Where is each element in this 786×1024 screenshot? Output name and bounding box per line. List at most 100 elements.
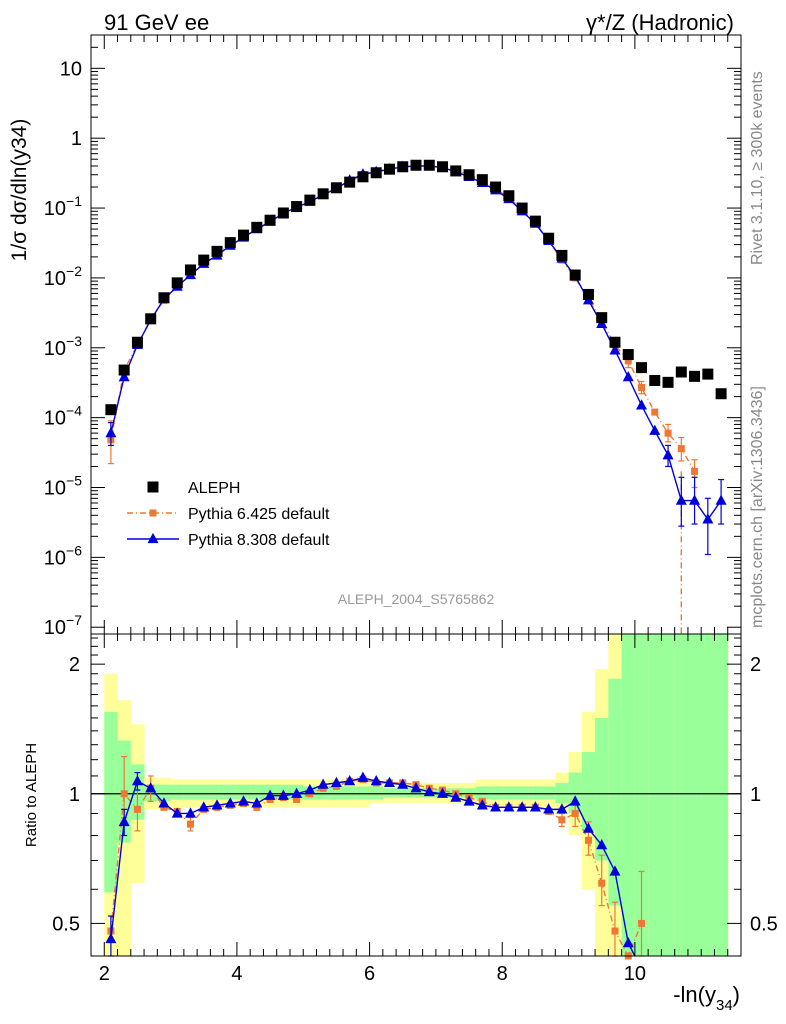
- main-y-tick-label: 10−7: [44, 612, 82, 639]
- ratio-pythia8-marker: [238, 795, 250, 806]
- uncertainty-band-inner: [409, 788, 424, 798]
- main-y-tick-label: 10−1: [44, 193, 82, 220]
- uncertainty-band-inner: [701, 634, 715, 956]
- analysis-label: ALEPH_2004_S5765862: [338, 591, 495, 607]
- x-axis-label: -ln(y34): [673, 982, 740, 1014]
- uncertainty-band-inner: [250, 784, 264, 800]
- main-y-tick-label: 10−6: [44, 542, 82, 569]
- uncertainty-band-inner: [170, 784, 185, 800]
- pythia6-marker: [691, 467, 699, 475]
- ratio-pythia8-marker: [171, 807, 183, 818]
- uncertainty-band-inner: [356, 786, 371, 800]
- pythia6-marker: [664, 429, 672, 437]
- ratio-pythia8-marker: [291, 787, 303, 798]
- ratio-pythia8-marker: [357, 771, 369, 782]
- uncertainty-band-inner: [183, 784, 198, 800]
- main-y-tick-label: 10: [60, 58, 82, 80]
- ratio-pythia6-marker: [293, 795, 301, 803]
- uncertainty-band-inner: [104, 711, 119, 893]
- ratio-pythia8-marker: [211, 799, 223, 810]
- ratio-y-ticks: 0.5 0.5 1 1 2 2: [52, 637, 778, 935]
- aleph-data-point: [543, 232, 555, 244]
- pythia8-marker: [636, 399, 648, 410]
- ratio-pythia6-marker: [611, 927, 619, 935]
- aleph-data-point: [317, 188, 329, 200]
- aleph-data-point: [118, 364, 130, 376]
- uncertainty-band-inner: [555, 782, 570, 804]
- aleph-data-point: [410, 159, 422, 171]
- aleph-data-point: [702, 368, 714, 380]
- aleph-data-point: [158, 292, 170, 304]
- aleph-data-point: [211, 245, 223, 257]
- aleph-data-point: [251, 221, 263, 233]
- ratio-pythia8-marker: [463, 795, 475, 806]
- ratio-pythia8-marker: [158, 797, 170, 808]
- uncertainty-band-inner: [462, 788, 477, 798]
- ratio-pythia8-marker: [198, 801, 210, 812]
- ratio-pythia8-marker: [118, 815, 130, 827]
- pythia8-marker: [689, 494, 701, 505]
- uncertainty-band-inner: [343, 786, 357, 800]
- uncertainty-band-inner: [382, 788, 397, 798]
- aleph-data-point: [582, 288, 594, 300]
- uncertainty-band-inner: [502, 786, 516, 800]
- aleph-data-point: [596, 312, 608, 324]
- ratio-y-tick-label-left: 2: [69, 654, 80, 676]
- ratio-pythia8-marker: [105, 932, 117, 944]
- header-right: γ*/Z (Hadronic): [586, 10, 734, 35]
- x-tick-label: 8: [497, 963, 508, 985]
- ratio-pythia8-marker: [423, 785, 435, 797]
- aleph-data-point: [437, 161, 449, 173]
- main-y-tick-label: 10−5: [44, 473, 82, 500]
- ratio-pythia8-marker: [582, 822, 594, 833]
- pythia6-marker: [677, 445, 685, 453]
- ratio-pythia6-marker: [133, 805, 141, 813]
- main-y-tick-label: 10−2: [44, 263, 82, 290]
- ratio-pythia8-marker: [224, 797, 236, 808]
- uncertainty-band-inner: [608, 678, 623, 906]
- uncertainty-band-inner: [210, 784, 225, 800]
- uncertainty-band-inner: [634, 634, 649, 956]
- ratio-pythia6-marker: [584, 836, 592, 844]
- aleph-data-point: [516, 202, 528, 214]
- uncertainty-band-inner: [648, 634, 662, 956]
- aleph-data-point: [423, 159, 435, 171]
- uncertainty-band-inner: [369, 786, 384, 800]
- uncertainty-band-inner: [542, 786, 556, 800]
- ratio-pythia8-marker: [344, 774, 356, 786]
- legend-label: Pythia 8.308 default: [188, 532, 330, 549]
- aleph-data-point: [503, 190, 515, 202]
- ratio-panel: 0.5 0.5 1 1 2 2 2 4 6 8 10 Ratio to ALEPH -ln(y34…: [23, 633, 778, 1014]
- legend-marker-pythia8: [147, 532, 159, 544]
- aleph-data-point: [224, 237, 236, 249]
- aleph-data-point: [383, 163, 395, 175]
- ratio-pythia8-marker: [264, 789, 276, 800]
- ratio-y-axis-label: Ratio to ALEPH: [23, 743, 40, 847]
- ratio-pythia8-marker: [383, 776, 395, 788]
- aleph-data-point: [556, 249, 568, 261]
- main-y-tick-label: 10−4: [44, 403, 82, 430]
- ratio-pythia8-marker: [503, 801, 515, 812]
- aleph-data-point: [171, 277, 183, 289]
- pythia8-marker: [609, 344, 621, 355]
- ratio-pythia8-marker: [277, 789, 289, 800]
- ratio-pythia8-marker: [556, 803, 568, 814]
- ratio-pythia8-marker: [437, 787, 449, 798]
- x-tick-label: 2: [99, 963, 110, 985]
- aleph-data-point: [264, 214, 276, 226]
- ratio-pythia8-marker: [330, 776, 342, 788]
- aleph-data-point: [662, 376, 674, 388]
- pythia8-line: [110, 165, 722, 521]
- uncertainty-band-inner: [475, 786, 490, 800]
- legend-label: ALEPH: [188, 480, 240, 497]
- ratio-pythia8-marker: [569, 795, 581, 806]
- legend-marker-aleph: [147, 481, 159, 493]
- uncertainty-band-inner: [157, 784, 172, 802]
- ratio-pythia8-marker: [317, 778, 329, 789]
- ratio-pythia8-marker: [516, 801, 528, 812]
- aleph-data-point: [689, 370, 701, 382]
- aleph-data-point: [370, 167, 382, 179]
- aleph-data-point: [131, 336, 143, 348]
- aleph-data-point: [463, 169, 475, 181]
- aleph-data-point: [145, 313, 157, 325]
